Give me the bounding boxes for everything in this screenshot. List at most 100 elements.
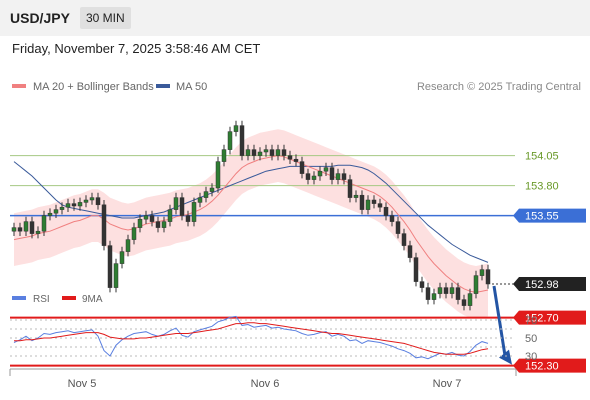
level-label-153.80: 153.80: [525, 181, 559, 193]
candle-body: [299, 161, 305, 174]
candle-body: [293, 158, 299, 162]
candle-body: [371, 199, 377, 204]
candle-body: [437, 287, 443, 294]
candle-body: [155, 221, 161, 228]
candle-body: [455, 287, 461, 300]
forecast-arrow-shaft: [492, 285, 507, 356]
candle-body: [329, 167, 335, 180]
ma50-line: [13, 161, 489, 263]
level-label-154.05: 154.05: [525, 151, 559, 163]
candle-body: [221, 149, 227, 162]
candle-body: [341, 173, 347, 180]
rsi-ma-legend-label: 9MA: [82, 294, 103, 305]
candle-body: [407, 245, 413, 258]
rsi-line: [13, 315, 489, 360]
candle-body: [305, 173, 311, 180]
timeframe-badge[interactable]: 30 MIN: [80, 7, 131, 29]
candle-body: [287, 155, 293, 160]
candle-body: [149, 215, 155, 222]
level-tag-152.70: [513, 310, 586, 325]
candle-body: [113, 263, 119, 288]
candle-body: [35, 230, 41, 234]
rsi-tick-50: 50: [525, 333, 537, 345]
rsi-ma-line: [14, 322, 489, 355]
level-tag-text-152.30: 152.30: [525, 361, 559, 373]
bollinger-band: [14, 129, 488, 319]
candle-body: [311, 175, 317, 180]
candle-body: [83, 199, 89, 203]
rsi-ma-legend-swatch: [62, 296, 76, 300]
candle-body: [17, 227, 23, 232]
candle-body: [47, 212, 53, 216]
x-tick-Nov-5: Nov 5: [68, 378, 97, 390]
candle-body: [419, 281, 425, 288]
candle-body: [251, 149, 257, 156]
candle-body: [377, 203, 383, 208]
candle-body: [65, 203, 71, 208]
ma50-legend-label: MA 50: [176, 81, 207, 93]
candle-body: [41, 215, 47, 232]
candle-body: [443, 287, 449, 294]
candle-body: [383, 206, 389, 216]
candle-body: [137, 218, 143, 228]
ma20-legend-swatch: [12, 84, 26, 88]
level-tag-text-152.98: 152.98: [525, 279, 559, 291]
candle-body: [101, 204, 107, 246]
candle-body: [59, 206, 65, 210]
candle-body: [173, 197, 179, 210]
candle-body: [71, 203, 77, 207]
level-tag-153.55: [513, 208, 586, 223]
ma50-legend-swatch: [156, 84, 170, 88]
candle-body: [485, 269, 491, 285]
candle-body: [353, 194, 359, 198]
candle-body: [209, 187, 215, 192]
candle-body: [323, 167, 329, 172]
candle-body: [479, 269, 485, 276]
candle-body: [473, 275, 479, 294]
copyright-label: Research © 2025 Trading Central: [417, 81, 581, 93]
rsi-legend-swatch: [12, 296, 26, 300]
candle-body: [77, 202, 83, 207]
candle-body: [317, 170, 323, 177]
candle-body: [461, 299, 467, 306]
datetime-label: Friday, November 7, 2025 3:58:46 AM CET: [12, 41, 261, 56]
candle-body: [347, 179, 353, 198]
candle-body: [125, 239, 131, 252]
candle-body: [245, 149, 251, 156]
candle-body: [239, 125, 245, 156]
candle-body: [401, 233, 407, 246]
x-tick-Nov-6: Nov 6: [251, 378, 280, 390]
candle-body: [233, 125, 239, 132]
candle-body: [131, 227, 137, 240]
level-tag-text-152.70: 152.70: [525, 313, 559, 325]
symbol-label: USD/JPY: [10, 10, 70, 26]
candle-body: [263, 149, 269, 153]
title-bar: USD/JPY 30 MIN: [0, 0, 590, 36]
rsi-tick-30: 30: [525, 351, 537, 363]
candle-body: [143, 215, 149, 220]
candle-body: [53, 209, 59, 214]
level-tag-152.30: [513, 358, 586, 373]
candle-body: [365, 199, 371, 210]
candle-body: [185, 215, 191, 222]
candle-body: [161, 221, 167, 228]
candle-body: [227, 131, 233, 150]
candle-body: [449, 287, 455, 294]
candle-body: [215, 161, 221, 189]
candle-body: [191, 202, 197, 222]
candle-body: [467, 293, 473, 306]
candle-body: [119, 251, 125, 264]
level-tag-152.98: [513, 277, 586, 291]
candle-body: [395, 221, 401, 234]
candle-body: [389, 215, 395, 222]
candle-body: [179, 197, 185, 216]
candle-body: [257, 151, 263, 156]
candle-body: [197, 197, 203, 203]
candle-body: [335, 173, 341, 180]
candle-body: [269, 149, 275, 156]
candle-body: [11, 227, 17, 232]
candle-body: [413, 257, 419, 282]
level-tag-text-153.55: 153.55: [525, 211, 559, 223]
candle-body: [29, 221, 35, 234]
candle-body: [107, 245, 113, 288]
